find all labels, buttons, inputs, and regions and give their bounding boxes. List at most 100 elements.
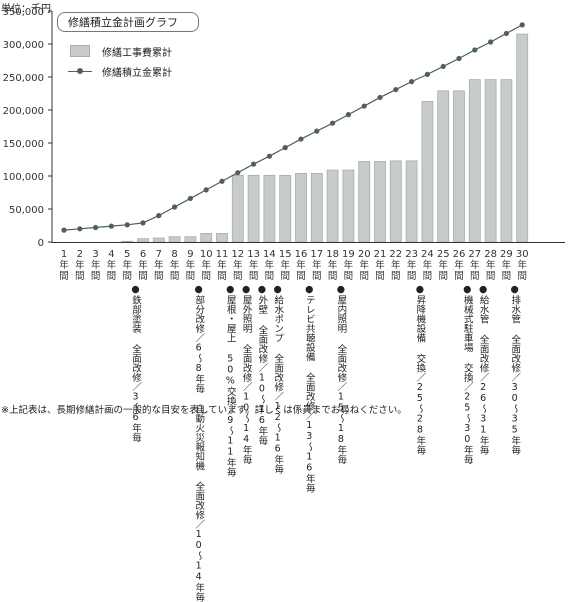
x-tick-number: 17 xyxy=(310,249,323,260)
x-tick-number: 3 xyxy=(92,249,98,260)
x-tick-unit-year: 年 xyxy=(170,259,180,271)
x-tick-number: 21 xyxy=(374,249,387,260)
legend-label-bar: 修繕工事費累計 xyxy=(102,48,172,59)
x-tick-number: 13 xyxy=(247,249,260,260)
x-tick-unit-period: 間 xyxy=(391,271,401,282)
x-tick-unit-period: 間 xyxy=(186,271,196,282)
bar xyxy=(326,169,339,243)
x-tick-unit-year: 年 xyxy=(470,259,480,271)
line-point xyxy=(503,30,509,37)
axis-group: 0 50,000 100,000 150,000 200,000 250,000 300,0… xyxy=(3,7,565,282)
x-tick-number: 14 xyxy=(263,249,276,260)
x-tick-number: 22 xyxy=(389,249,402,260)
x-tick-number: 30 xyxy=(516,249,529,260)
line-point xyxy=(330,120,336,126)
x-tick-unit-year: 年 xyxy=(107,259,117,271)
x-tick-unit-period: 間 xyxy=(170,271,180,282)
x-tick-unit-year: 年 xyxy=(328,259,338,271)
y-tick-label: 100,000 xyxy=(3,172,44,183)
line-point xyxy=(93,224,99,231)
x-tick-number: 19 xyxy=(342,249,355,260)
x-tick-unit-year: 年 xyxy=(122,259,132,271)
x-tick-unit-period: 間 xyxy=(344,271,354,282)
x-tick-unit-period: 間 xyxy=(312,271,322,282)
line-point xyxy=(235,170,241,176)
annotation-label: ●機械式駐車場 交換／25〜30年毎 xyxy=(461,284,473,464)
annotation-label: ●屋内照明 全面改修／15〜18年毎 xyxy=(335,284,347,464)
x-tick-unit-year: 年 xyxy=(454,259,464,271)
x-tick-number: 7 xyxy=(156,249,162,260)
line-point xyxy=(203,187,209,193)
line-point xyxy=(108,223,114,229)
bar xyxy=(500,79,513,243)
x-tick-unit-period: 間 xyxy=(233,271,243,282)
y-tick-label: 350,000 xyxy=(3,7,44,18)
bar xyxy=(137,238,149,243)
x-tick-unit-period: 間 xyxy=(423,271,433,282)
bar xyxy=(184,236,197,243)
y-tick-label: 300,000 xyxy=(3,40,44,51)
bar xyxy=(231,174,244,243)
bar xyxy=(216,233,228,243)
chart-title: 修繕積立金計画グラフ xyxy=(57,12,199,32)
x-tick-unit-period: 間 xyxy=(280,271,290,282)
y-tick-label: 0 xyxy=(38,238,44,249)
x-tick-number: 27 xyxy=(468,249,481,260)
line-point xyxy=(251,161,257,167)
x-tick-unit-period: 間 xyxy=(154,271,164,282)
x-tick-unit-period: 間 xyxy=(438,271,448,282)
annotation-label: ●排水管 全面改修／30〜35年毎 xyxy=(509,284,521,455)
x-tick-unit-year: 年 xyxy=(280,259,290,271)
line-point xyxy=(456,55,462,62)
line-point xyxy=(124,222,130,228)
x-tick-unit-year: 年 xyxy=(186,259,196,271)
line-point xyxy=(424,71,430,77)
annotation-label: ●外壁 全面改修／10〜16年毎 xyxy=(256,284,268,445)
x-tick-number: 29 xyxy=(500,249,513,260)
x-tick-unit-year: 年 xyxy=(75,259,85,271)
bar xyxy=(295,172,307,243)
y-tick-label: 50,000 xyxy=(9,205,44,216)
x-tick-unit-year: 年 xyxy=(138,259,148,271)
line-series xyxy=(63,24,523,231)
x-tick-unit-year: 年 xyxy=(375,259,385,271)
y-tick-label: 250,000 xyxy=(3,73,44,84)
x-tick-unit-year: 年 xyxy=(359,259,369,271)
bar xyxy=(263,174,276,243)
line-series-group xyxy=(61,22,525,233)
bar xyxy=(468,79,481,243)
x-tick-number: 26 xyxy=(453,249,466,260)
line-point xyxy=(282,145,288,151)
x-tick-unit-period: 間 xyxy=(217,271,227,282)
x-tick-unit-period: 間 xyxy=(328,271,338,282)
legend-bar-swatch xyxy=(70,45,90,57)
x-tick-unit-year: 年 xyxy=(249,259,259,271)
x-tick-number: 25 xyxy=(437,249,450,260)
x-tick-unit-year: 年 xyxy=(502,259,512,271)
line-point xyxy=(488,39,494,45)
line-point xyxy=(519,22,525,28)
x-tick-unit-period: 間 xyxy=(407,271,417,282)
x-tick-unit-period: 間 xyxy=(470,271,480,282)
annotation-label: ●部分改修／6〜8年毎 自動火災報知機 全面改修／10〜14年毎 xyxy=(193,284,205,602)
x-tick-number: 9 xyxy=(187,249,193,260)
x-tick-number: 6 xyxy=(140,249,146,260)
line-point xyxy=(156,213,162,219)
x-tick-number: 23 xyxy=(405,249,418,260)
x-tick-unit-period: 間 xyxy=(75,271,85,282)
y-tick-label: 150,000 xyxy=(3,139,44,150)
bar xyxy=(152,237,165,243)
y-tick-label: 200,000 xyxy=(3,106,44,117)
x-tick-unit-year: 年 xyxy=(91,259,101,271)
line-point xyxy=(345,112,351,118)
x-tick-number: 4 xyxy=(108,249,114,260)
bar xyxy=(342,169,355,243)
x-tick-unit-period: 間 xyxy=(201,271,211,282)
line-point xyxy=(77,226,83,232)
x-tick-number: 16 xyxy=(295,249,308,260)
bar xyxy=(405,160,418,243)
x-tick-unit-year: 年 xyxy=(438,259,448,271)
x-tick-unit-year: 年 xyxy=(312,259,322,271)
x-tick-unit-period: 間 xyxy=(359,271,369,282)
bars-group xyxy=(121,33,529,243)
